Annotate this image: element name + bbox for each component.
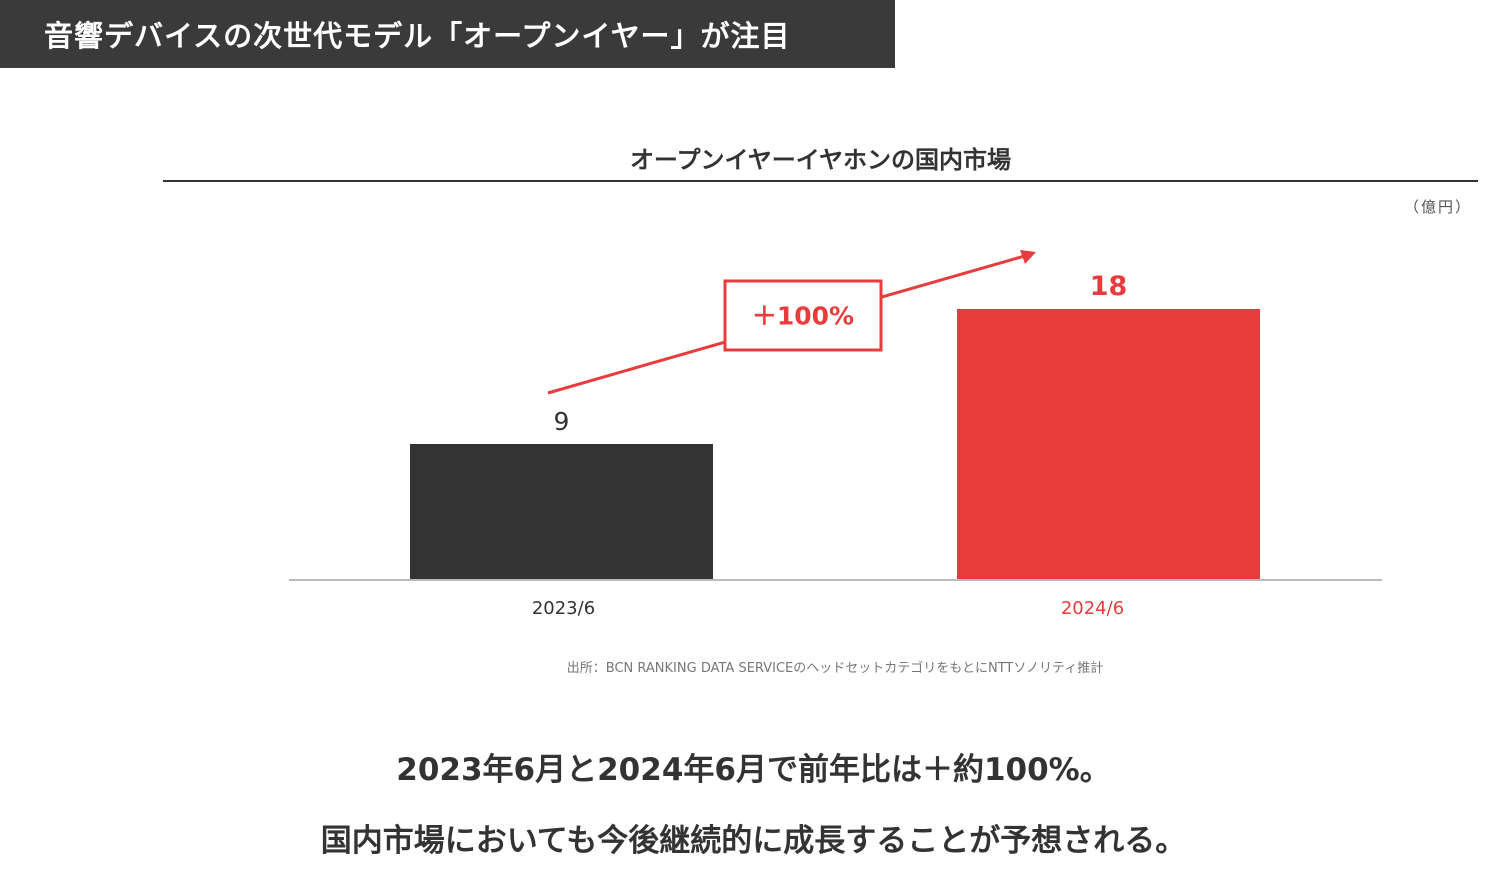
bar-2024/6	[957, 309, 1260, 579]
caption-line-2: 国内市場においても今後継続的に成長することが予想される。	[320, 823, 1187, 859]
growth-arrow-head	[1020, 250, 1036, 264]
caption-line-1: 2023年6月と2024年6月で前年比は＋約100%。	[396, 752, 1111, 788]
value-label: 9	[554, 407, 570, 436]
category-label: 2023/6	[532, 598, 595, 619]
growth-label: ＋100%	[752, 302, 854, 331]
title-divider	[163, 180, 1478, 182]
category-label: 2024/6	[1061, 598, 1124, 619]
value-label: 18	[1090, 271, 1128, 302]
header-banner: 音響デバイスの次世代モデル「オープンイヤー」が注目	[0, 0, 895, 68]
bar-2023/6	[410, 444, 713, 579]
chart-title: オープンイヤーイヤホンの国内市場	[629, 146, 1012, 174]
header-title: 音響デバイスの次世代モデル「オープンイヤー」が注目	[44, 19, 791, 53]
source-note: 出所：BCN RANKING DATA SERVICEのヘッドセットカテゴリをも…	[566, 661, 1104, 676]
unit-label: （億円）	[1403, 198, 1472, 216]
growth-box	[723, 279, 883, 352]
